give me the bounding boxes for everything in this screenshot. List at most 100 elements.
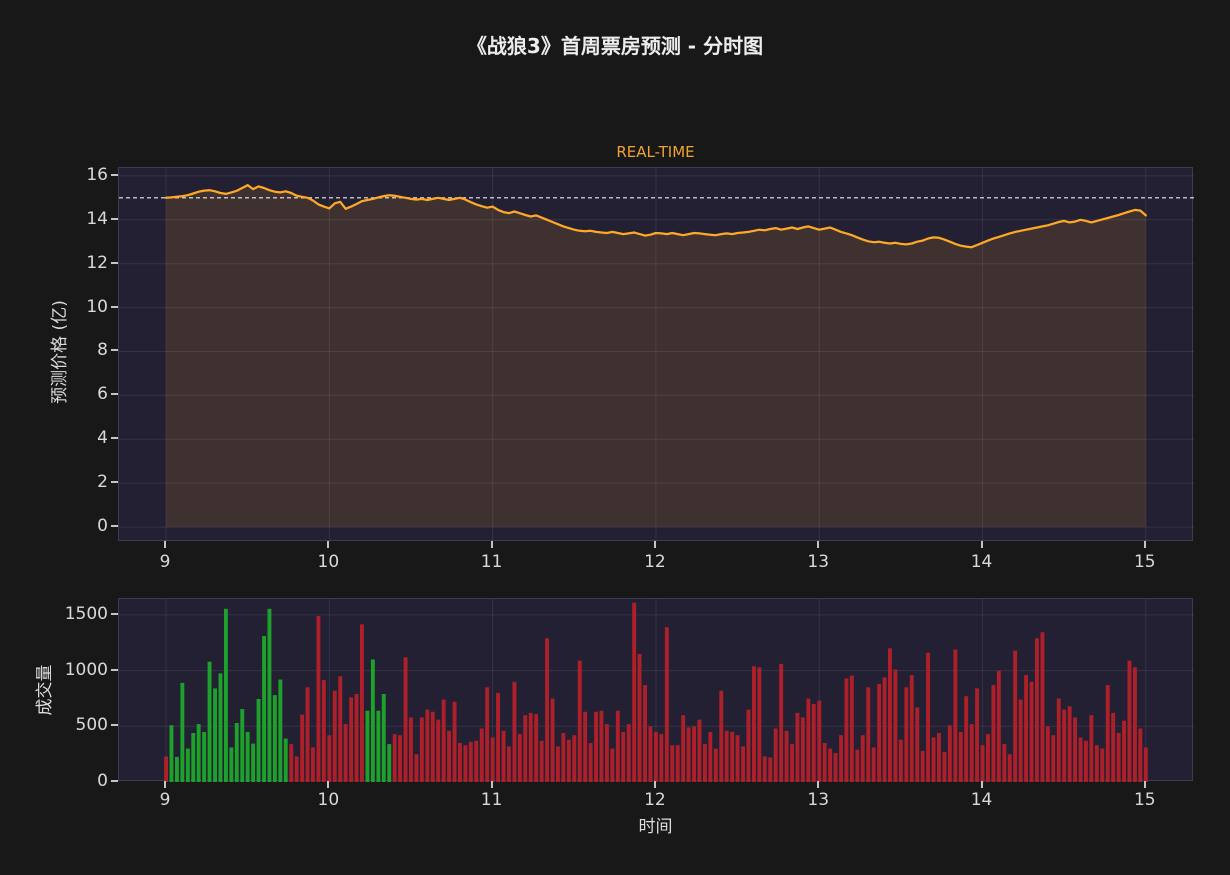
x-tick-mark [817, 541, 820, 548]
volume-bar [1013, 650, 1018, 782]
volume-bar [452, 701, 457, 782]
volume-bar [202, 731, 207, 782]
volume-bar [556, 746, 560, 782]
volume-bar [996, 670, 1001, 782]
volume-bar [958, 731, 963, 782]
volume-bar [1045, 726, 1050, 782]
volume-bar [849, 675, 854, 782]
volume-bar [790, 744, 794, 782]
x-tick-label: 9 [159, 790, 171, 810]
volume-bar [697, 719, 702, 782]
volume-bar [207, 661, 212, 782]
volume-bar [1051, 735, 1056, 782]
volume-bar [550, 698, 555, 782]
volume-bar [376, 710, 381, 782]
volume-bar [730, 731, 735, 782]
y-tick-label: 0 [97, 771, 108, 791]
volume-bar [855, 749, 860, 782]
x-tick-mark [1143, 781, 1146, 788]
volume-bar [1062, 709, 1067, 782]
volume-bar [180, 682, 185, 782]
volume-bar [1002, 744, 1007, 782]
volume-bar [839, 735, 843, 782]
volume-bar [349, 697, 354, 782]
y-tick-mark [111, 525, 118, 528]
y-tick-label: 14 [86, 208, 108, 229]
volume-bar [262, 636, 266, 782]
y-tick-mark [111, 261, 118, 264]
y-tick-mark [111, 780, 118, 782]
volume-bar [1111, 712, 1116, 782]
volume-bar [387, 744, 392, 782]
volume-bar [517, 734, 522, 782]
volume-bar [735, 735, 740, 782]
volume-bar [1116, 733, 1121, 782]
volume-bar [822, 743, 827, 782]
volume-bar [468, 741, 473, 782]
volume-bar [692, 726, 696, 782]
volume-bar [327, 735, 332, 782]
volume-bar [430, 711, 435, 782]
volume-bar [185, 748, 190, 782]
volume-bar [1127, 660, 1132, 782]
x-tick-mark [653, 541, 656, 548]
volume-bar [675, 745, 680, 782]
volume-bar [964, 696, 969, 782]
volume-bar [975, 688, 979, 782]
volume-bar [664, 627, 669, 782]
volume-bar [1056, 698, 1061, 782]
volume-bar [746, 709, 751, 782]
volume-bar [1084, 740, 1088, 782]
volume-bar [1073, 717, 1077, 782]
volume-bar [953, 649, 958, 782]
chart-title: 《战狼3》首周票房预测 - 分时图 [466, 34, 764, 58]
volume-bar [447, 730, 451, 782]
volume-bar [654, 731, 658, 782]
volume-bar [937, 733, 941, 782]
volume-bar [218, 673, 223, 782]
volume-bar [599, 710, 604, 782]
volume-bar [1089, 715, 1094, 782]
volume-bar [479, 728, 484, 782]
y-tick-label: 0 [97, 516, 108, 537]
price-chart-canvas [119, 168, 1194, 542]
volume-bar [784, 730, 789, 782]
x-tick-label: 15 [1133, 790, 1156, 810]
volume-bar [501, 730, 506, 782]
y-tick-mark [111, 173, 118, 176]
volume-bar [1078, 737, 1083, 782]
volume-bar [871, 747, 876, 782]
volume-bar [240, 709, 245, 782]
y-tick-mark [111, 393, 118, 396]
volume-bar [343, 724, 348, 782]
volume-bar [637, 653, 642, 782]
y-tick-mark [111, 481, 118, 484]
volume-bar [844, 678, 849, 782]
volume-bar [800, 717, 805, 782]
y-tick-label: 2 [97, 472, 108, 493]
volume-bar [866, 687, 871, 782]
y-tick-label: 12 [86, 252, 108, 273]
volume-bar [931, 737, 936, 782]
volume-bar [572, 735, 577, 782]
volume-bar [272, 695, 277, 782]
volume-bar [256, 699, 261, 782]
volume-bar [1133, 667, 1137, 782]
volume-bar [196, 724, 201, 782]
volume-bar [229, 747, 234, 782]
volume-bar [577, 660, 582, 782]
x-tick-mark [490, 781, 493, 788]
volume-bar [474, 740, 479, 782]
volume-bar [833, 753, 838, 782]
volume-bar [762, 756, 767, 782]
volume-bar [904, 687, 909, 782]
volume-bar [860, 735, 865, 782]
y-tick-label: 1000 [64, 659, 108, 680]
y-tick-label: 8 [97, 340, 108, 361]
volume-bar [1029, 681, 1034, 782]
volume-bar [278, 679, 283, 782]
volume-bar [703, 744, 707, 782]
x-tick-mark [164, 781, 167, 788]
volume-bar [354, 694, 359, 782]
